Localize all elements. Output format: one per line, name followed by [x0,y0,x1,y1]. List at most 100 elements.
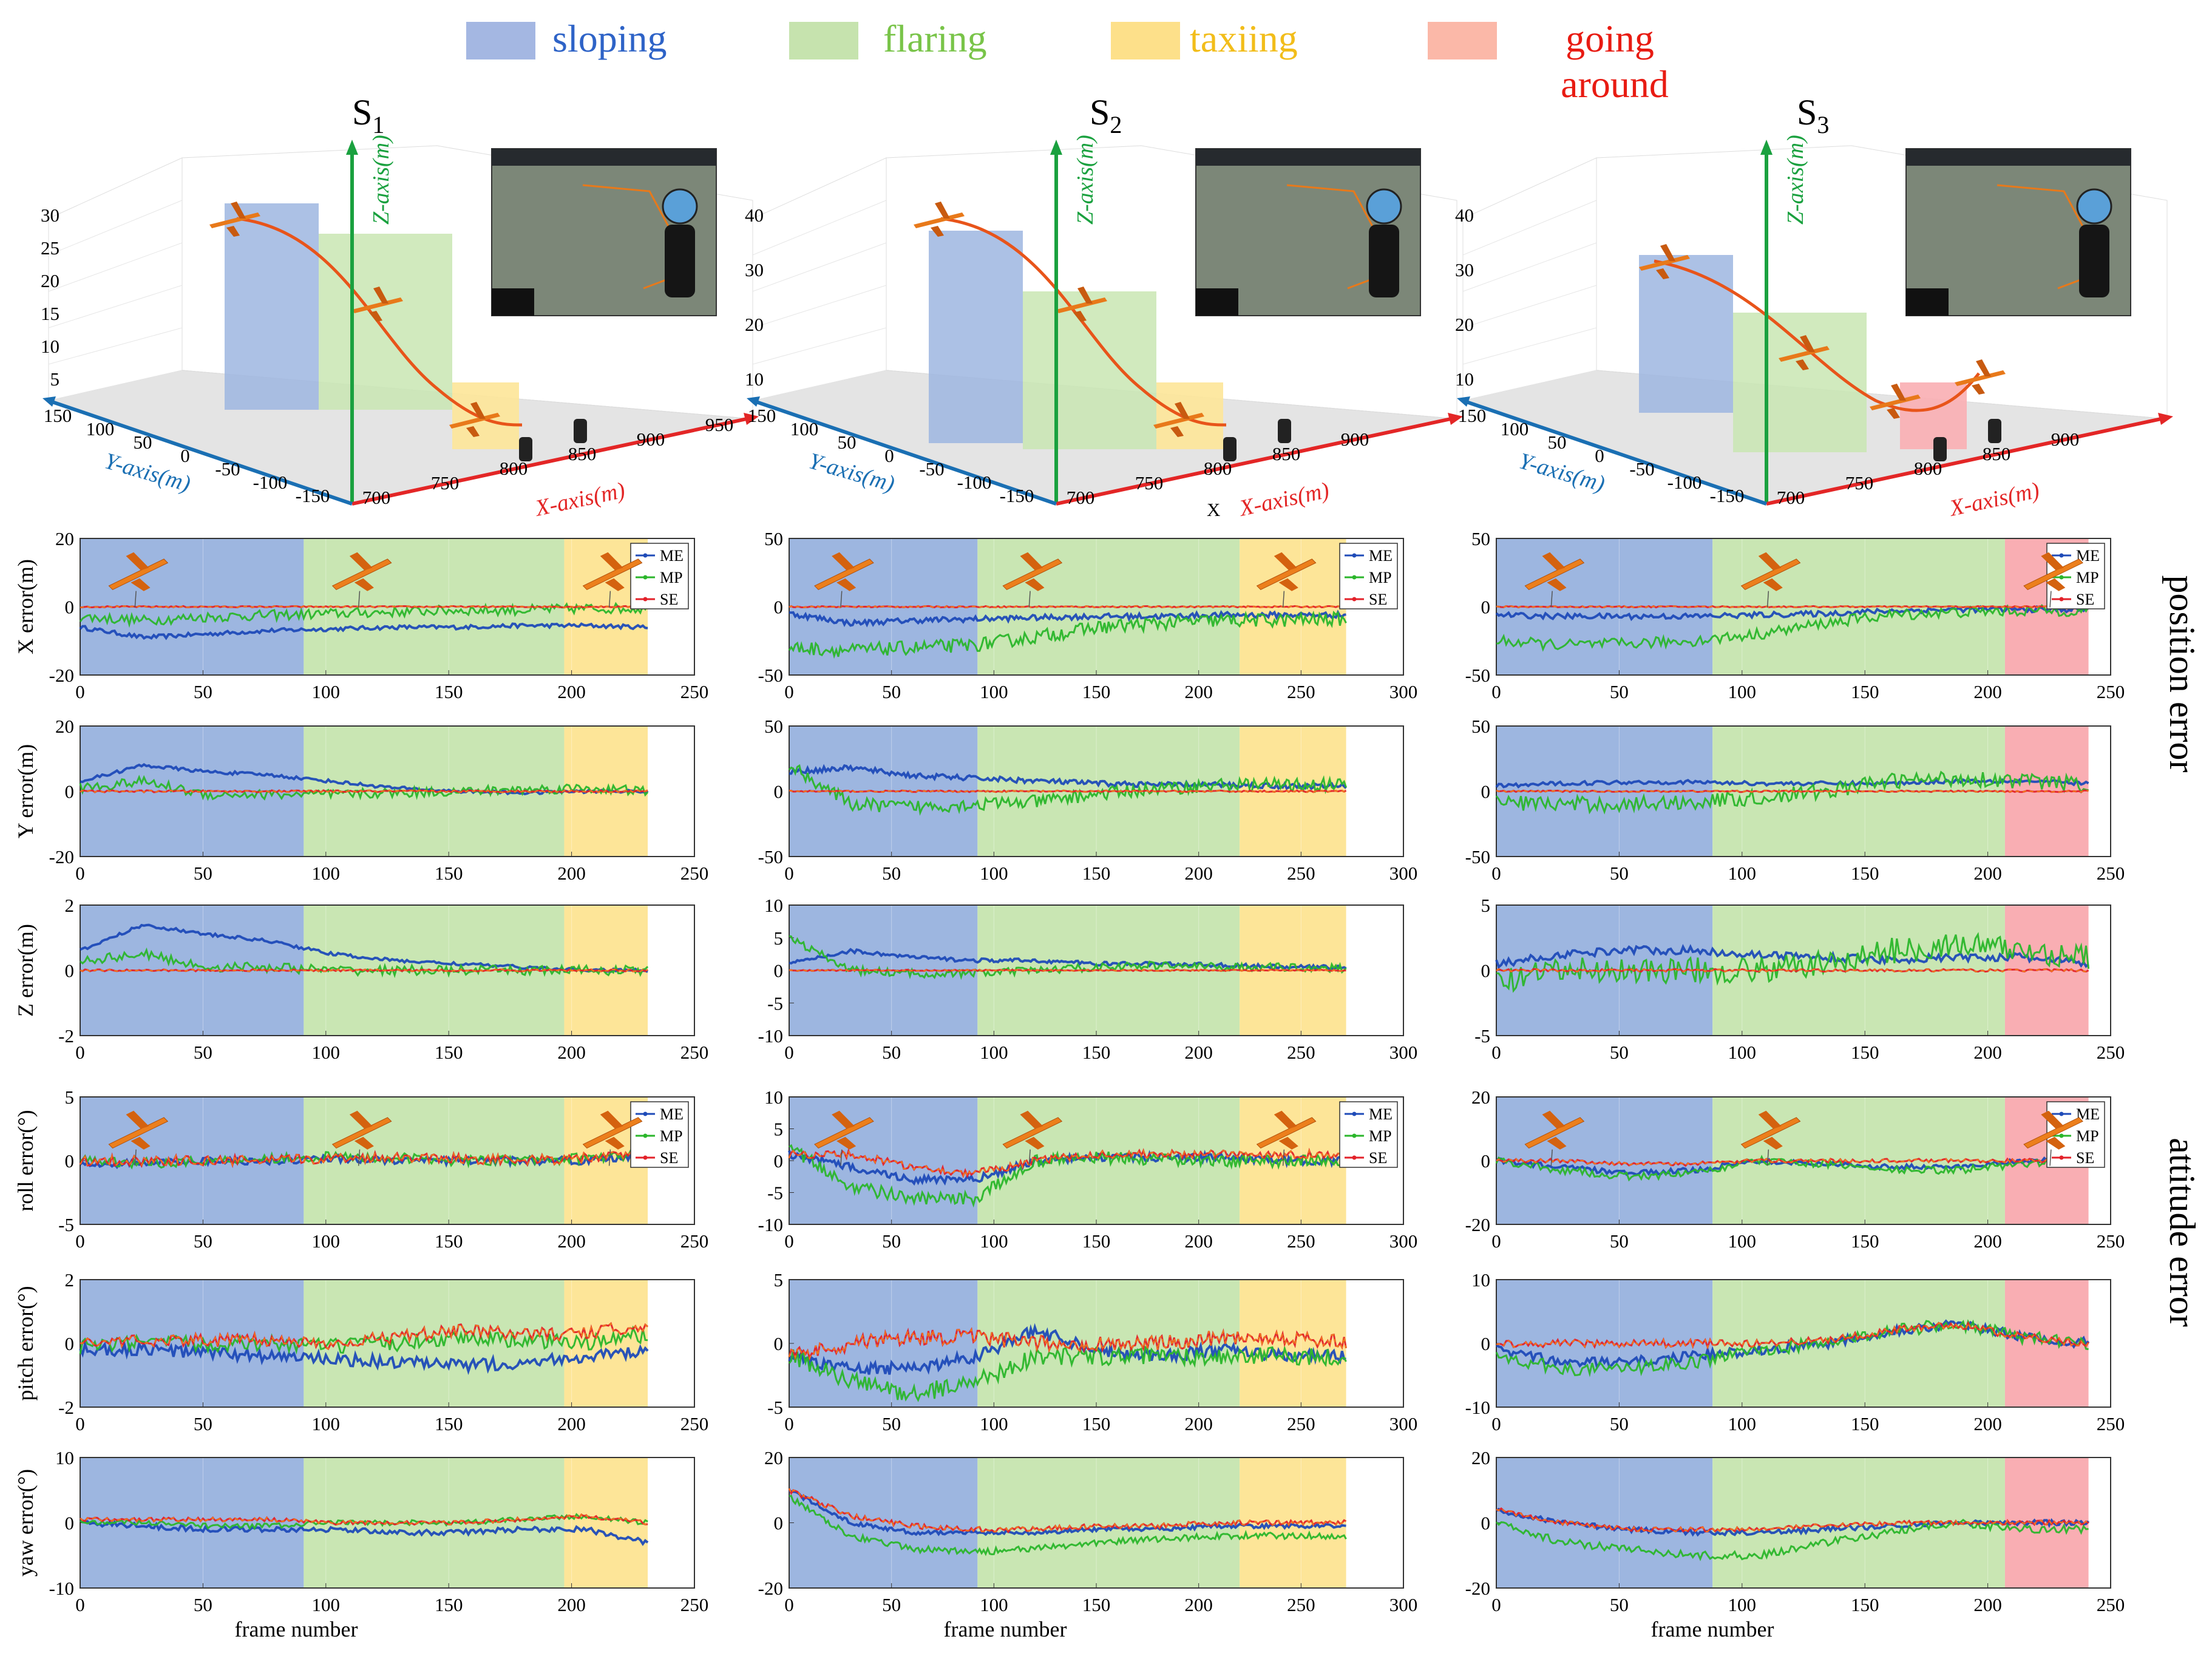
y-tick-label: -10 [1465,1397,1490,1418]
x-tick-label: 200 [557,1594,586,1615]
wall-gridline [752,200,887,256]
y-tick-label: -50 [1629,458,1654,480]
trajectory-panel-1: Z-axis(m) X-axis(m) Y-axis(m) 30 25 20 15 10 5 15… [41,135,759,521]
inset-attitude-indicator [1366,188,1402,225]
y-tick-label: 0 [65,1150,75,1172]
legend-box [630,1101,689,1168]
legend-marker-me [2059,553,2064,558]
x-tick-label: 100 [980,681,1008,702]
aircraft-icon [2023,552,2083,608]
y-axis-label: Y-axis(m) [806,448,898,497]
x-tick-label: 50 [882,681,901,702]
y-axis-label: Z error(m) [13,924,38,1017]
camera-icon [519,437,532,461]
inset-hud [2079,225,2109,297]
y-axis-label: Y-axis(m) [1516,448,1608,497]
x-axis-label: X-axis(m) [1236,478,1331,522]
aircraft-icon [2023,1110,2083,1166]
flight-trajectory [940,217,1227,427]
x-tick-label: 150 [1851,1230,1879,1252]
aircraft-icon [582,1110,643,1166]
ground-station-inset [491,148,717,316]
x-tick-label: 150 [1082,1594,1111,1615]
y-tick-label: -5 [1474,1025,1490,1047]
x-tick-label: 250 [2097,863,2125,884]
legend-text-se: SE [2076,591,2094,608]
x-tick-label: 150 [1082,1230,1111,1252]
x-tick-label: 0 [75,863,85,884]
aircraft-gear [840,591,843,608]
z-tick-label: 20 [1455,314,1474,335]
chart-6: 500-500 50 100 150 200 250 [1465,716,2125,884]
x-tick-label: 0 [75,1042,85,1063]
y-axis-line [752,399,1057,506]
series-line-se-overlay [789,1149,1346,1178]
chart-15: 100-100 50 100 150 200 250 [1465,1269,2125,1434]
x-tick-label: 700 [362,487,391,508]
x-tick-label: 50 [882,1042,901,1063]
camera-icon [1933,437,1947,461]
series-line-se-overlay [789,789,1346,793]
x-tick-label: 0 [75,1413,85,1434]
x-tick-label: 100 [980,1413,1008,1434]
x-tick-label: 150 [1851,1413,1879,1434]
x-tick-label: 850 [568,443,597,464]
x-tick-label: 150 [435,1413,463,1434]
y-tick-label: -100 [253,472,288,493]
aircraft-icon [108,1110,169,1166]
legend-text-mp: MP [2076,1127,2099,1145]
y-tick-label: 0 [65,781,75,803]
chart-5: 500-500 50 100 150 200 250 300 [758,716,1418,884]
aircraft-wing [1758,552,1783,591]
legend-box [1339,1101,1398,1168]
x-tick-label: 0 [784,1413,794,1434]
y-tick-label: -20 [49,665,74,686]
y-tick-label: 10 [764,895,783,916]
aircraft-icon [1740,1110,1801,1166]
x-tick-label: 300 [1389,1594,1418,1615]
aircraft-wing [2041,552,2066,591]
y-tick-label: 0 [774,1150,784,1172]
aircraft-icon [331,552,392,608]
x-tick-label: 100 [1728,681,1757,702]
aircraft-fuselage [1955,370,2006,386]
aircraft-wing [1887,384,1906,419]
series-line-se-overlay [80,605,648,608]
legend-marker-mp [643,1133,648,1138]
aircraft-wing [1542,1110,1567,1150]
inset-toolbar [1196,149,1420,166]
x-tick-label: 250 [2097,1594,2125,1615]
x-tick-label: 50 [194,1413,212,1434]
x-tick-label: 200 [557,1042,586,1063]
x-tick-label: 100 [1728,1042,1757,1063]
legend-marker-me [1352,1111,1357,1116]
x-tick-label: 250 [680,863,709,884]
aircraft-wing [349,1110,374,1150]
series-line-me [80,1519,649,1546]
x-tick-label: 300 [1389,1042,1418,1063]
aircraft-gear [2049,1149,2052,1166]
aircraft-gear [358,1149,361,1166]
aircraft-wing [1073,287,1093,322]
y-tick-label: 5 [1481,895,1491,916]
x-tick-label: 200 [557,1413,586,1434]
z-tick-label: 15 [41,303,59,324]
legend-text-mp: MP [1369,1127,1392,1145]
y-tick-label: 10 [1471,1269,1490,1291]
x-tick-label: 150 [1851,863,1879,884]
aircraft-gear [134,591,137,608]
trajectory-panel-2: Z-axis(m) X-axis(m) Y-axis(m) 40 30 20 10 150 10… [745,135,1463,521]
y-tick-label: -2 [58,1397,74,1418]
x-tick-label: 50 [882,1413,901,1434]
aircraft-wing [1274,552,1298,591]
x-tick-label: 100 [312,1594,341,1615]
wall-gridline [1462,370,1597,401]
aircraft-wing [369,287,388,322]
legend-text-mp: MP [2076,569,2099,586]
